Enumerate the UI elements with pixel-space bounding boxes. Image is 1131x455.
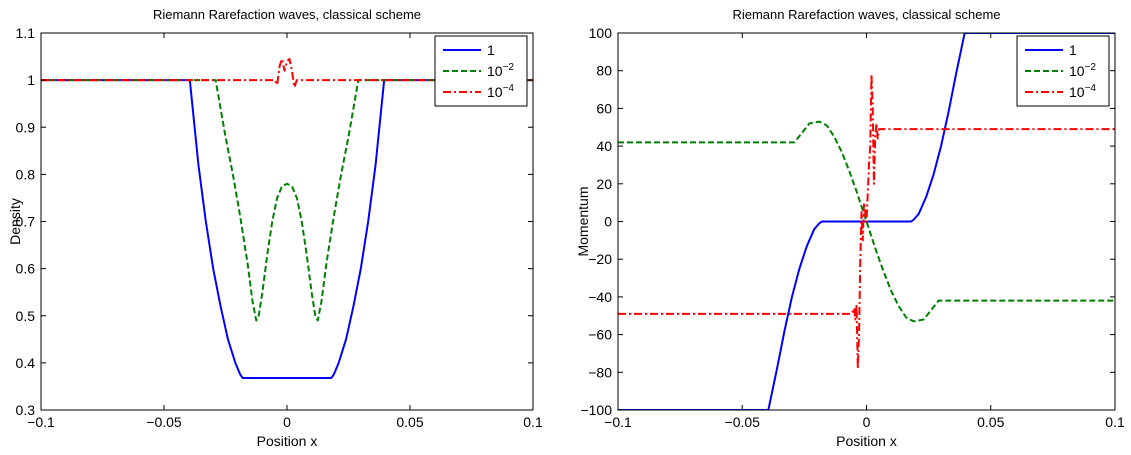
x-tick-label: −0.05 (146, 414, 182, 430)
y-tick-label: 20 (596, 176, 612, 192)
x-tick-label: 0.1 (523, 414, 543, 430)
y-axis-label: Density (7, 198, 23, 245)
chart-1: Riemann Rarefaction waves, classical sch… (7, 7, 543, 449)
y-tick-label: −60 (588, 327, 612, 343)
series-line-2 (618, 120, 1115, 323)
y-tick-label: −100 (580, 402, 612, 418)
legend-label: 1 (1069, 42, 1077, 58)
chart-title: Riemann Rarefaction waves, classical sch… (732, 7, 1000, 22)
y-tick-label: 0.4 (16, 355, 36, 371)
x-axis-label: Position x (836, 433, 897, 449)
y-tick-label: 0.6 (16, 261, 36, 277)
y-tick-label: −40 (588, 289, 612, 305)
y-axis-label: Momentum (575, 186, 591, 256)
y-tick-label: 0.9 (16, 119, 36, 135)
chart-title: Riemann Rarefaction waves, classical sch… (153, 7, 421, 22)
y-tick-label: 1.1 (16, 25, 36, 41)
x-tick-label: −0.1 (604, 414, 632, 430)
legend-label: 1 (487, 42, 495, 58)
y-tick-label: 1 (27, 72, 35, 88)
y-tick-label: 0.3 (16, 402, 36, 418)
legend-label: 10−4 (1069, 83, 1096, 100)
legend: 1 10−2 10−4 (434, 35, 528, 107)
y-tick-label: 80 (596, 63, 612, 79)
series-line-3 (41, 57, 533, 89)
y-tick-label: 0 (604, 214, 612, 230)
x-tick-label: 0.05 (396, 414, 423, 430)
y-tick-label: 40 (596, 138, 612, 154)
series-line-1 (41, 79, 533, 379)
x-tick-label: 0.1 (1105, 414, 1125, 430)
chart-2: Riemann Rarefaction waves, classical sch… (575, 7, 1125, 449)
series-line-3 (618, 73, 1115, 370)
x-tick-label: −0.1 (27, 414, 55, 430)
y-tick-label: 0.5 (16, 308, 36, 324)
y-tick-label: −20 (588, 251, 612, 267)
legend-label: 10−2 (1069, 62, 1096, 79)
legend-label: 10−4 (487, 83, 514, 100)
series-group (41, 57, 533, 379)
y-tick-label: 100 (589, 25, 613, 41)
x-axis-label: Position x (257, 433, 318, 449)
y-tick-label: 0.7 (16, 214, 36, 230)
x-tick-label: 0.05 (977, 414, 1004, 430)
y-tick-label: 60 (596, 100, 612, 116)
x-tick-label: 0 (283, 414, 291, 430)
series-line-2 (41, 79, 533, 322)
series-group (618, 33, 1115, 410)
legend: 1 10−2 10−4 (1016, 35, 1110, 107)
y-tick-label: −80 (588, 364, 612, 380)
y-tick-label: 0.8 (16, 166, 36, 182)
x-tick-label: 0 (863, 414, 871, 430)
x-tick-label: −0.05 (725, 414, 761, 430)
legend-label: 10−2 (487, 62, 514, 79)
